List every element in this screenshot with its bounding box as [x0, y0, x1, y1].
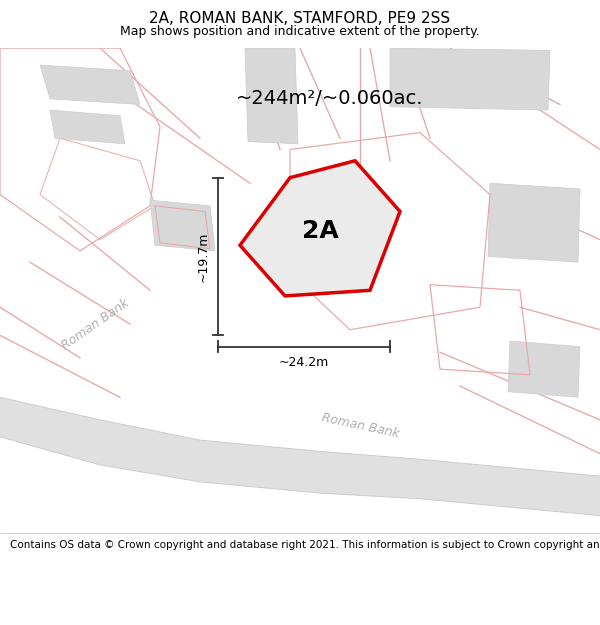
Polygon shape [240, 161, 400, 296]
Polygon shape [508, 341, 580, 398]
Text: ~244m²/~0.060ac.: ~244m²/~0.060ac. [236, 89, 424, 108]
Polygon shape [390, 48, 550, 110]
Text: Contains OS data © Crown copyright and database right 2021. This information is : Contains OS data © Crown copyright and d… [10, 540, 600, 550]
Polygon shape [40, 65, 140, 104]
Text: ~24.2m: ~24.2m [279, 356, 329, 369]
Text: 2A: 2A [302, 219, 338, 243]
Text: Map shows position and indicative extent of the property.: Map shows position and indicative extent… [120, 26, 480, 39]
Polygon shape [0, 398, 600, 516]
Text: 2A, ROMAN BANK, STAMFORD, PE9 2SS: 2A, ROMAN BANK, STAMFORD, PE9 2SS [149, 11, 451, 26]
Polygon shape [245, 48, 298, 144]
Text: Roman Bank: Roman Bank [59, 296, 131, 352]
Polygon shape [50, 110, 125, 144]
Polygon shape [150, 200, 215, 251]
Text: Roman Bank: Roman Bank [320, 411, 400, 440]
Polygon shape [488, 183, 580, 262]
Text: ~19.7m: ~19.7m [197, 231, 210, 282]
